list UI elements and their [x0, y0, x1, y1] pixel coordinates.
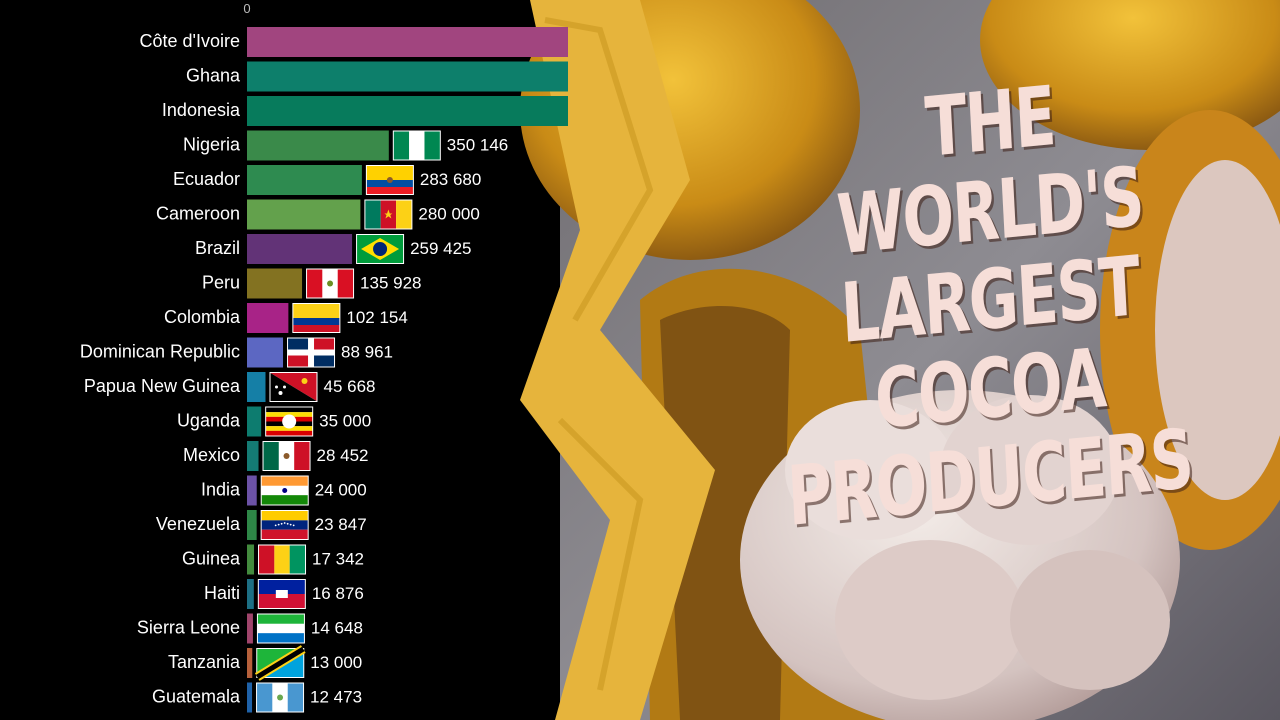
value-label-mexico: 28 452 — [317, 446, 369, 465]
video-title: THE WORLD'S LARGEST COCOA PRODUCERS — [700, 69, 1280, 545]
category-label-uganda: Uganda — [177, 411, 241, 431]
papua-new-guinea-flag — [269, 372, 318, 402]
bar-ecuador — [247, 165, 362, 195]
category-label-tanzania: Tanzania — [168, 652, 241, 672]
category-label-cote-d-ivoire: Côte d'Ivoire — [140, 31, 241, 51]
category-label-haiti: Haiti — [204, 583, 240, 603]
value-label-ecuador: 283 680 — [420, 170, 481, 189]
category-label-guatemala: Guatemala — [152, 687, 241, 707]
value-label-tanzania: 13 000 — [310, 653, 362, 672]
bar-nigeria — [247, 130, 389, 161]
value-label-guatemala: 12 473 — [310, 688, 362, 707]
value-label-dominican-republic: 88 961 — [341, 343, 393, 362]
bar-cote-d-ivoire — [247, 27, 568, 57]
category-label-indonesia: Indonesia — [162, 100, 241, 120]
bar-cameroon — [247, 199, 361, 230]
bar-india — [247, 475, 257, 506]
category-label-papua-new-guinea: Papua New Guinea — [84, 376, 241, 396]
value-label-peru: 135 928 — [360, 274, 421, 293]
value-label-nigeria: 350 146 — [447, 136, 508, 155]
bar-tanzania — [247, 648, 253, 678]
category-label-sierra-leone: Sierra Leone — [137, 618, 240, 638]
bar-ghana — [247, 61, 568, 92]
value-label-venezuela: 23 847 — [315, 515, 367, 534]
cameroon-flag — [364, 199, 413, 230]
value-label-sierra-leone: 14 648 — [311, 619, 363, 638]
sierra-leone-flag — [256, 613, 305, 644]
uganda-flag — [265, 406, 314, 437]
bar-guinea — [247, 544, 255, 575]
bar-sierra-leone — [247, 613, 253, 644]
bar-indonesia — [247, 96, 568, 126]
value-label-india: 24 000 — [315, 481, 367, 500]
value-label-cameroon: 280 000 — [418, 205, 479, 224]
category-label-brazil: Brazil — [195, 238, 240, 258]
category-label-guinea: Guinea — [182, 549, 241, 569]
value-label-haiti: 16 876 — [312, 584, 364, 603]
guatemala-flag — [256, 682, 305, 713]
bar-colombia — [247, 303, 289, 333]
value-label-brazil: 259 425 — [410, 239, 471, 258]
brush-stroke-divider — [520, 0, 715, 720]
haiti-flag — [257, 579, 306, 609]
category-label-india: India — [201, 480, 241, 500]
value-label-guinea: 17 342 — [312, 550, 364, 569]
tanzania-flag — [254, 645, 306, 681]
nigeria-flag — [392, 130, 441, 161]
bar-venezuela — [247, 510, 257, 540]
category-label-ecuador: Ecuador — [173, 169, 240, 189]
brazil-flag — [356, 234, 405, 264]
bar-uganda — [247, 406, 262, 437]
venezuela-flag — [260, 510, 309, 540]
bar-dominican-republic — [247, 337, 284, 368]
ecuador-flag — [365, 165, 414, 195]
value-label-colombia: 102 154 — [346, 308, 407, 327]
india-flag — [260, 475, 309, 506]
x-axis-tick-label: 0 — [243, 1, 250, 16]
bar-mexico — [247, 441, 259, 471]
category-label-mexico: Mexico — [183, 445, 240, 465]
category-label-dominican-republic: Dominican Republic — [80, 342, 240, 362]
category-label-venezuela: Venezuela — [156, 514, 241, 534]
category-label-colombia: Colombia — [164, 307, 241, 327]
guinea-flag — [258, 544, 307, 575]
category-label-cameroon: Cameroon — [156, 204, 240, 224]
category-label-nigeria: Nigeria — [183, 135, 241, 155]
category-label-ghana: Ghana — [186, 66, 241, 86]
peru-flag — [306, 268, 355, 299]
bar-haiti — [247, 579, 254, 609]
value-label-uganda: 35 000 — [319, 412, 371, 431]
bar-papua-new-guinea — [247, 372, 266, 402]
mexico-flag — [262, 441, 311, 471]
bar-guatemala — [247, 682, 253, 713]
bar-brazil — [247, 234, 353, 264]
dominican-republic-flag — [287, 337, 336, 368]
colombia-flag — [292, 303, 341, 333]
value-label-papua-new-guinea: 45 668 — [323, 377, 375, 396]
bar-peru — [247, 268, 303, 299]
category-label-peru: Peru — [202, 273, 240, 293]
